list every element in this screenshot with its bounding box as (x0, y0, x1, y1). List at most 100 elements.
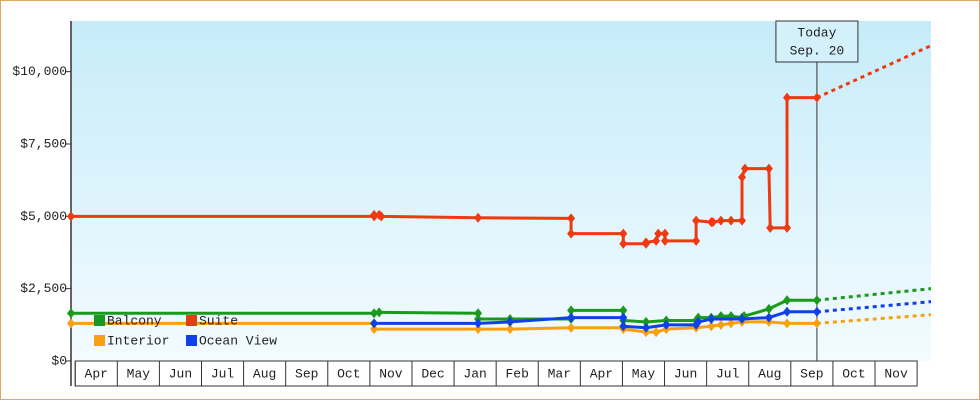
x-tick-label: Oct (842, 366, 865, 381)
x-tick-label: Aug (758, 366, 781, 381)
legend-label: Suite (199, 313, 238, 328)
legend-swatch (94, 315, 105, 326)
legend-swatch (186, 315, 197, 326)
x-tick-label: Apr (85, 366, 108, 381)
legend-label: Ocean View (199, 333, 277, 348)
data-point (506, 324, 515, 335)
data-point (474, 324, 483, 335)
data-point (370, 308, 379, 319)
x-tick-label: May (632, 366, 656, 381)
data-point (474, 308, 483, 319)
data-point (619, 305, 628, 316)
y-tick-label: $10,000 (12, 64, 67, 79)
today-label: Today (797, 25, 836, 40)
data-point (694, 316, 703, 327)
data-point (727, 215, 736, 226)
data-point (764, 303, 773, 314)
data-point (642, 322, 651, 333)
x-tick-label: Oct (337, 366, 360, 381)
data-point (727, 318, 736, 329)
today-box (775, 20, 859, 63)
x-tick-label: Sep (295, 366, 318, 381)
data-point (567, 322, 576, 333)
data-point (652, 327, 661, 338)
x-tick-label: Jun (674, 366, 697, 381)
projection-line (816, 44, 932, 100)
legend-swatch (94, 335, 105, 346)
data-point (812, 306, 821, 317)
data-point (692, 235, 701, 246)
data-point (654, 228, 663, 239)
data-point (737, 172, 746, 183)
x-tick-label: Feb (506, 366, 529, 381)
data-point (740, 163, 749, 174)
plot-area (71, 21, 931, 361)
data-point (783, 295, 792, 306)
x-tick-label: Jul (716, 366, 740, 381)
data-point (812, 318, 821, 329)
data-point (812, 295, 821, 306)
data-point (766, 222, 775, 233)
data-point (567, 305, 576, 316)
data-point (662, 319, 671, 330)
legend-label: Interior (107, 333, 169, 348)
data-point (783, 318, 792, 329)
x-tick-label: Mar (548, 366, 571, 381)
data-point (506, 316, 515, 327)
data-point (737, 215, 746, 226)
data-point (567, 312, 576, 323)
data-point (375, 307, 384, 318)
x-tick-label: Nov (884, 366, 908, 381)
data-point (783, 306, 792, 317)
x-tick-label: Aug (253, 366, 276, 381)
data-point (737, 314, 746, 325)
x-tick-label: Jan (463, 366, 486, 381)
data-point (619, 228, 628, 239)
data-point (377, 211, 386, 222)
legend-label: Balcony (107, 313, 162, 328)
x-tick-label: Jul (211, 366, 235, 381)
data-point (619, 312, 628, 323)
data-point (764, 163, 773, 174)
data-point (67, 308, 75, 319)
x-tick-label: Jun (169, 366, 192, 381)
x-tick-label: May (127, 366, 151, 381)
data-point (783, 222, 792, 233)
y-tick-label: $7,500 (20, 136, 67, 151)
data-point (812, 92, 821, 103)
data-point (708, 217, 717, 228)
data-point (642, 316, 651, 327)
data-point (716, 215, 725, 226)
data-point (619, 321, 628, 332)
y-tick-label: $5,000 (20, 209, 67, 224)
x-tick-label: Sep (800, 366, 823, 381)
data-point (567, 213, 576, 224)
x-tick-label: Nov (379, 366, 403, 381)
data-point (716, 319, 725, 330)
data-point (764, 312, 773, 323)
data-point (474, 318, 483, 329)
x-tick-label: Dec (421, 366, 444, 381)
projection-line (816, 300, 932, 314)
x-tick-label: Apr (590, 366, 613, 381)
data-point (707, 314, 716, 325)
today-date: Sep. 20 (790, 43, 845, 58)
data-point (660, 228, 669, 239)
data-point (660, 235, 669, 246)
projection-line (816, 287, 932, 302)
data-point (783, 92, 792, 103)
data-point (67, 318, 75, 329)
data-point (707, 321, 716, 332)
data-point (67, 211, 75, 222)
data-point (642, 237, 651, 248)
data-point (619, 238, 628, 249)
data-point (567, 228, 576, 239)
data-point (370, 318, 379, 329)
data-point (474, 212, 483, 223)
legend-swatch (186, 335, 197, 346)
data-point (370, 209, 379, 220)
y-tick-label: $0 (51, 353, 67, 368)
y-tick-label: $2,500 (20, 281, 67, 296)
data-point (692, 215, 701, 226)
